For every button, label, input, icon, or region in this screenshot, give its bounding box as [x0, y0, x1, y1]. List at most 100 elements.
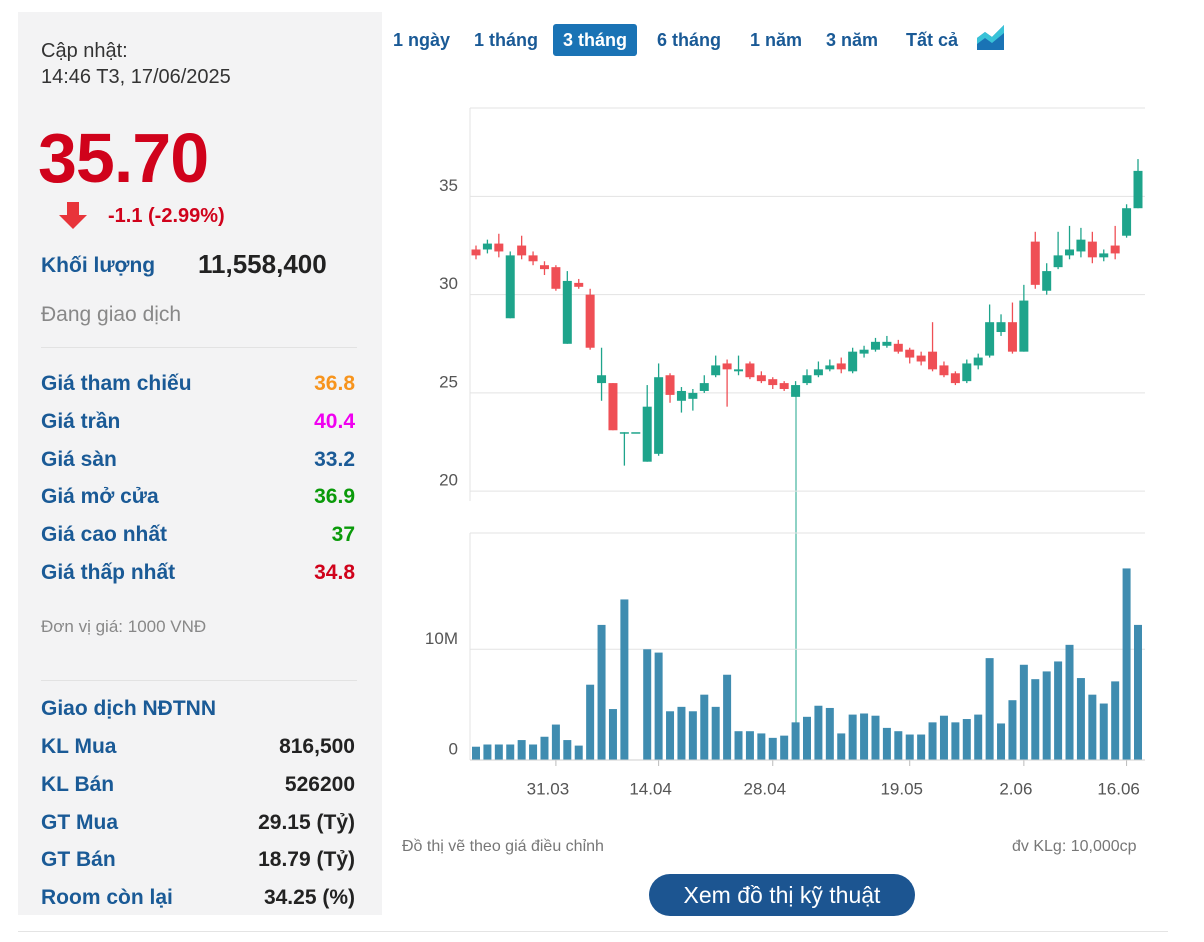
candle-body	[482, 243, 492, 250]
range-button[interactable]: 6 tháng	[657, 30, 722, 50]
volume-bar	[768, 737, 777, 760]
candle-body	[791, 385, 801, 397]
volume-bar	[1088, 694, 1097, 760]
range-button[interactable]: 1 tháng	[474, 30, 539, 50]
y-tick-label: 20	[439, 471, 458, 490]
stat-value: 40.4	[314, 409, 355, 433]
status: Đang giao dịch	[41, 303, 182, 326]
volume-bar	[825, 707, 834, 760]
volume-bar	[803, 716, 811, 760]
foreign-label: KL Bán	[41, 772, 115, 796]
candle-body	[1042, 271, 1052, 291]
foreign-label: GT Bán	[41, 848, 116, 872]
x-tick-label: 2.06	[999, 779, 1032, 798]
stat-value: 34.8	[314, 561, 355, 584]
candle-body	[973, 357, 983, 366]
candle-body	[1019, 300, 1029, 352]
volume-bar	[1031, 679, 1040, 760]
volume-bar	[586, 684, 595, 760]
volume-bar	[597, 624, 606, 760]
bottom-rule	[18, 931, 1168, 932]
x-tick-label: 28.04	[743, 779, 786, 798]
volume-bar	[780, 735, 789, 760]
candle-body	[756, 375, 766, 382]
candle-body	[1087, 241, 1097, 258]
range-button[interactable]: Tất cả	[906, 30, 959, 50]
volume-bar	[848, 714, 857, 760]
range-button[interactable]: 3 tháng	[553, 24, 638, 56]
foreign-label: Room còn lại	[41, 886, 173, 910]
technical-chart-button[interactable]: Xem đồ thị kỹ thuật	[649, 874, 915, 916]
candle-body	[1030, 241, 1040, 285]
candle-body	[893, 343, 903, 352]
range-button[interactable]: 1 ngày	[393, 30, 451, 50]
stat-value: 36.9	[314, 485, 355, 509]
stat-label: Giá tham chiếu	[41, 372, 192, 395]
volume-bar	[711, 706, 720, 760]
candle-body	[1007, 322, 1017, 352]
candle-body	[585, 294, 595, 348]
candle-body	[905, 349, 915, 358]
volume-bar	[483, 744, 492, 760]
volume-bar	[894, 731, 903, 760]
candle-body	[745, 363, 755, 378]
volume-bar	[677, 706, 686, 760]
volume-bar	[688, 711, 697, 760]
candle-body	[836, 363, 846, 370]
candle-body	[825, 365, 835, 370]
candle-body	[688, 392, 698, 399]
volume-bar	[472, 746, 480, 760]
range-button[interactable]: 1 năm	[750, 30, 803, 50]
candle-body	[676, 390, 686, 401]
candle-body	[1053, 255, 1063, 268]
sidebar	[18, 12, 382, 915]
x-tick-label: 19.05	[880, 779, 923, 798]
stat-value: 37	[331, 523, 355, 547]
volume-bar	[1065, 644, 1074, 760]
volume-bar	[791, 722, 800, 760]
volume-bar	[517, 740, 526, 760]
candle-body	[722, 363, 732, 370]
volume-bar	[666, 711, 675, 760]
volume-bar	[1019, 664, 1028, 760]
candle-body	[734, 369, 744, 372]
price: 35.70	[38, 119, 209, 197]
candle-body	[1122, 208, 1132, 236]
volume-bar	[1042, 671, 1051, 760]
candle-body	[1133, 170, 1143, 209]
volume-bar	[928, 722, 937, 760]
range-button[interactable]: 3 năm	[826, 30, 879, 50]
separator	[41, 347, 357, 348]
y-tick-label: 30	[439, 274, 458, 293]
candle-body	[779, 383, 789, 389]
volume-bar	[643, 649, 652, 760]
foreign-value: 18.79 (Tỷ)	[258, 848, 355, 872]
foreign-value: 816,500	[279, 735, 355, 758]
volume-bar	[494, 744, 503, 760]
chart-icon[interactable]	[975, 22, 1007, 52]
y-tick-label: 35	[439, 176, 458, 195]
updated-label: Cập nhật:	[41, 40, 128, 62]
candle-body	[619, 432, 629, 434]
candle-body	[528, 255, 538, 262]
foreign-value: 34.25 (%)	[263, 886, 355, 910]
volume-bar	[551, 724, 560, 760]
stat-label: Giá trần	[41, 409, 121, 433]
volume-bar	[574, 745, 583, 760]
volume-bar	[871, 715, 880, 760]
foreign-label: KL Mua	[41, 735, 117, 758]
volume-bar	[997, 723, 1006, 760]
candle-body	[985, 322, 995, 356]
foreign-title: Giao dịch NĐTNN	[41, 697, 217, 720]
candle-body	[813, 369, 823, 376]
candle-body	[505, 255, 515, 319]
volume-bar	[905, 734, 914, 760]
candle-body	[882, 341, 892, 346]
stat-label: Giá mở cửa	[41, 485, 159, 509]
candle-body	[848, 351, 858, 372]
volume-bar	[506, 744, 515, 760]
volume-bar	[1008, 700, 1017, 760]
candle-body	[551, 267, 561, 289]
volume-bar	[951, 722, 960, 760]
